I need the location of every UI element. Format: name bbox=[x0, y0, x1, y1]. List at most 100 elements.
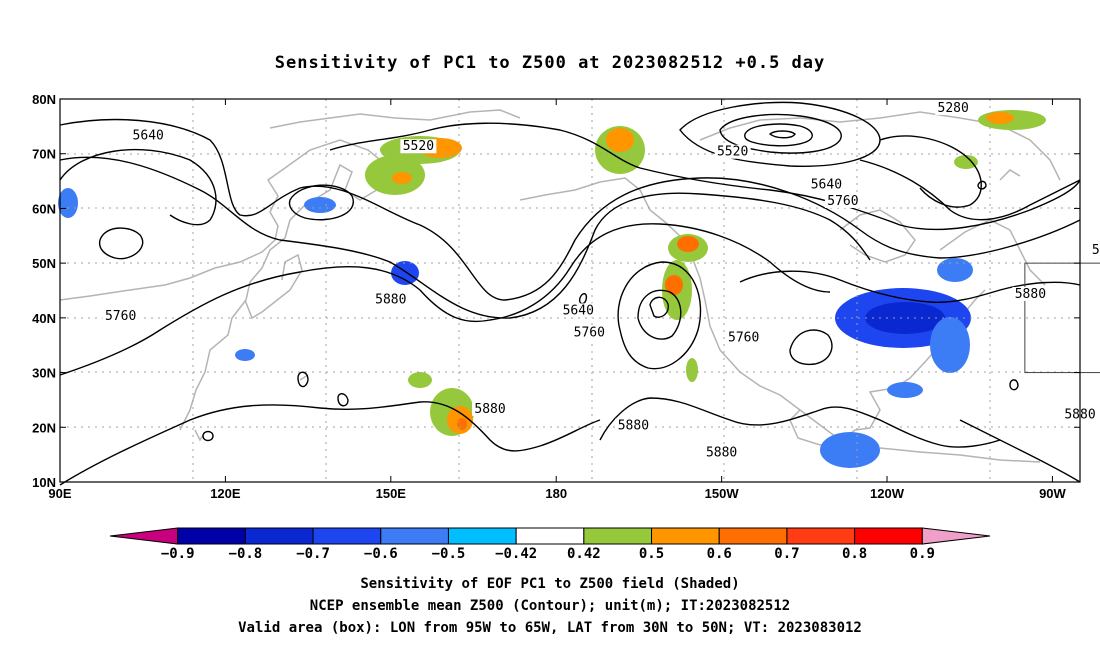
coast-canada-north bbox=[699, 111, 1061, 181]
shade-negative-north-atlantic bbox=[937, 258, 973, 282]
contour-5520-bering bbox=[288, 184, 355, 221]
colorbar-tick-label: −0.42 bbox=[495, 546, 537, 562]
contour-label-bg bbox=[372, 292, 409, 307]
contour-label: 5760 bbox=[827, 194, 858, 209]
contour-label-bg bbox=[808, 177, 845, 192]
colorbar-arrow-right bbox=[921, 527, 991, 545]
lon-tick-label: 90W bbox=[1039, 486, 1066, 501]
colorbar-tick-label: −0.8 bbox=[229, 546, 263, 562]
contour-5760-cutoff bbox=[617, 261, 702, 370]
contour-5280-low-inner bbox=[744, 123, 813, 147]
shade-strong-negative-eastern-us bbox=[865, 302, 945, 334]
colorbar-swatch bbox=[718, 527, 788, 545]
colorbar-swatch bbox=[380, 527, 449, 545]
contour-5280-low-core bbox=[768, 130, 796, 139]
contour-label: 5880 bbox=[618, 418, 649, 433]
colorbar-tick-label: −0.7 bbox=[296, 546, 330, 562]
shade-positive-tropics-2 bbox=[408, 372, 432, 388]
z500-contours bbox=[59, 101, 1081, 486]
sensitivity-shading bbox=[58, 110, 1046, 468]
colorbar-tick-label: −0.6 bbox=[364, 546, 398, 562]
coast-caribbean bbox=[879, 447, 1041, 463]
colorbar-tick-label: 0.7 bbox=[774, 546, 799, 562]
colorbar-swatch bbox=[583, 527, 653, 545]
footnote-valid-area: Valid area (box): LON from 95W to 65W, L… bbox=[238, 620, 862, 636]
contour-5280-low-mid bbox=[719, 113, 842, 154]
lon-tick-label: 150W bbox=[705, 486, 740, 501]
colorbar-swatch bbox=[447, 527, 517, 545]
contour-label-bg bbox=[935, 100, 972, 115]
shade-strong-positive-coast bbox=[665, 275, 683, 295]
contour-label-bg bbox=[571, 325, 608, 340]
coast-siberia-north bbox=[269, 109, 521, 129]
contour-label: 5520 bbox=[403, 139, 434, 154]
lat-tick-label: 70N bbox=[32, 147, 56, 162]
lon-tick-label: 120E bbox=[210, 486, 241, 501]
colorbar-swatch bbox=[515, 527, 585, 545]
lon-tick-label: 120W bbox=[870, 486, 905, 501]
shade-negative-west-edge bbox=[58, 188, 78, 218]
contour-label-bg bbox=[824, 193, 861, 208]
contour-5520-east bbox=[859, 159, 1081, 221]
contour-small-loop-6 bbox=[977, 180, 987, 190]
contour-5280-low-outer bbox=[679, 101, 881, 167]
lat-tick-label: 30N bbox=[32, 366, 56, 381]
coast-alaska bbox=[519, 177, 861, 456]
contour-5760-west bbox=[98, 227, 144, 260]
graticule bbox=[60, 99, 1080, 482]
colorbar-swatch bbox=[651, 527, 720, 545]
lat-tick-label: 60N bbox=[32, 201, 56, 216]
contour-5880-tropics bbox=[59, 401, 601, 486]
contour-label-bg bbox=[560, 303, 597, 318]
lon-tick-label: 180 bbox=[545, 486, 567, 501]
contour-label-bg bbox=[714, 144, 751, 159]
contour-5640-west-loop bbox=[59, 148, 217, 226]
contour-label-bg bbox=[615, 418, 652, 433]
contour-label-bg bbox=[725, 330, 762, 345]
shade-strong-positive-bc bbox=[677, 236, 699, 252]
contour-small-loop-4 bbox=[202, 430, 214, 442]
lat-tick-label: 40N bbox=[32, 311, 56, 326]
colorbar: −0.9 −0.8 −0.7 −0.6 −0.5 −0.42 0.42 0.5 0.6 0.7 0.… bbox=[109, 527, 991, 562]
colorbar-tick-label: −0.9 bbox=[161, 546, 195, 562]
contour-5880-subtropical bbox=[59, 223, 831, 376]
shade-positive-baja bbox=[686, 358, 698, 382]
contour-5760-cutoff-core bbox=[649, 296, 669, 318]
colorbar-tick-label: −0.5 bbox=[432, 546, 466, 562]
contour-label: 5880 bbox=[1015, 287, 1046, 302]
contour-5880-gulf bbox=[599, 397, 1001, 448]
longitude-axis: 90E120E150E180150W120W90W60W bbox=[48, 99, 1067, 501]
contour-label: 5520 bbox=[717, 145, 748, 160]
shade-negative-kamchatka bbox=[304, 197, 336, 213]
colorbar-swatch bbox=[312, 527, 382, 545]
lat-tick-label: 20N bbox=[32, 420, 56, 435]
lon-tick-label: 90E bbox=[48, 486, 71, 501]
shade-negative-gulf bbox=[820, 432, 880, 468]
colorbar-tick-label: 0.5 bbox=[639, 546, 664, 562]
colorbar-swatch bbox=[854, 527, 923, 545]
contour-5880-sw-us bbox=[789, 329, 833, 366]
contour-5880-namerica bbox=[739, 270, 1081, 304]
lat-tick-label: 50N bbox=[32, 256, 56, 271]
shade-negative-atlantic-coast bbox=[930, 317, 970, 373]
contour-label: 5640 bbox=[1092, 243, 1100, 258]
contour-label: 5640 bbox=[811, 178, 842, 193]
colorbar-tick-label: 0.42 bbox=[567, 546, 601, 562]
map-title: Sensitivity of PC1 to Z500 at 2023082512… bbox=[275, 53, 826, 73]
shade-negative-florida bbox=[887, 382, 923, 398]
colorbar-tick-label: 0.6 bbox=[707, 546, 732, 562]
contour-small-loop-3 bbox=[297, 371, 309, 388]
contour-label-bg bbox=[130, 128, 167, 143]
latitude-axis: 80N 70N 60N 50N 40N 30N 20N 10N bbox=[32, 92, 1080, 490]
contour-5640 bbox=[59, 118, 1081, 301]
contour-label-bg bbox=[1089, 243, 1100, 258]
colorbar-tick-label: 0.9 bbox=[910, 546, 935, 562]
contour-label-bg bbox=[703, 445, 740, 460]
coast-labrador bbox=[939, 219, 1046, 286]
colorbar-swatch bbox=[177, 527, 246, 545]
contour-label-bg bbox=[400, 139, 437, 154]
lon-tick-label: 150E bbox=[376, 486, 407, 501]
valid-area-box bbox=[1024, 262, 1100, 374]
shade-negative-china bbox=[235, 349, 255, 361]
